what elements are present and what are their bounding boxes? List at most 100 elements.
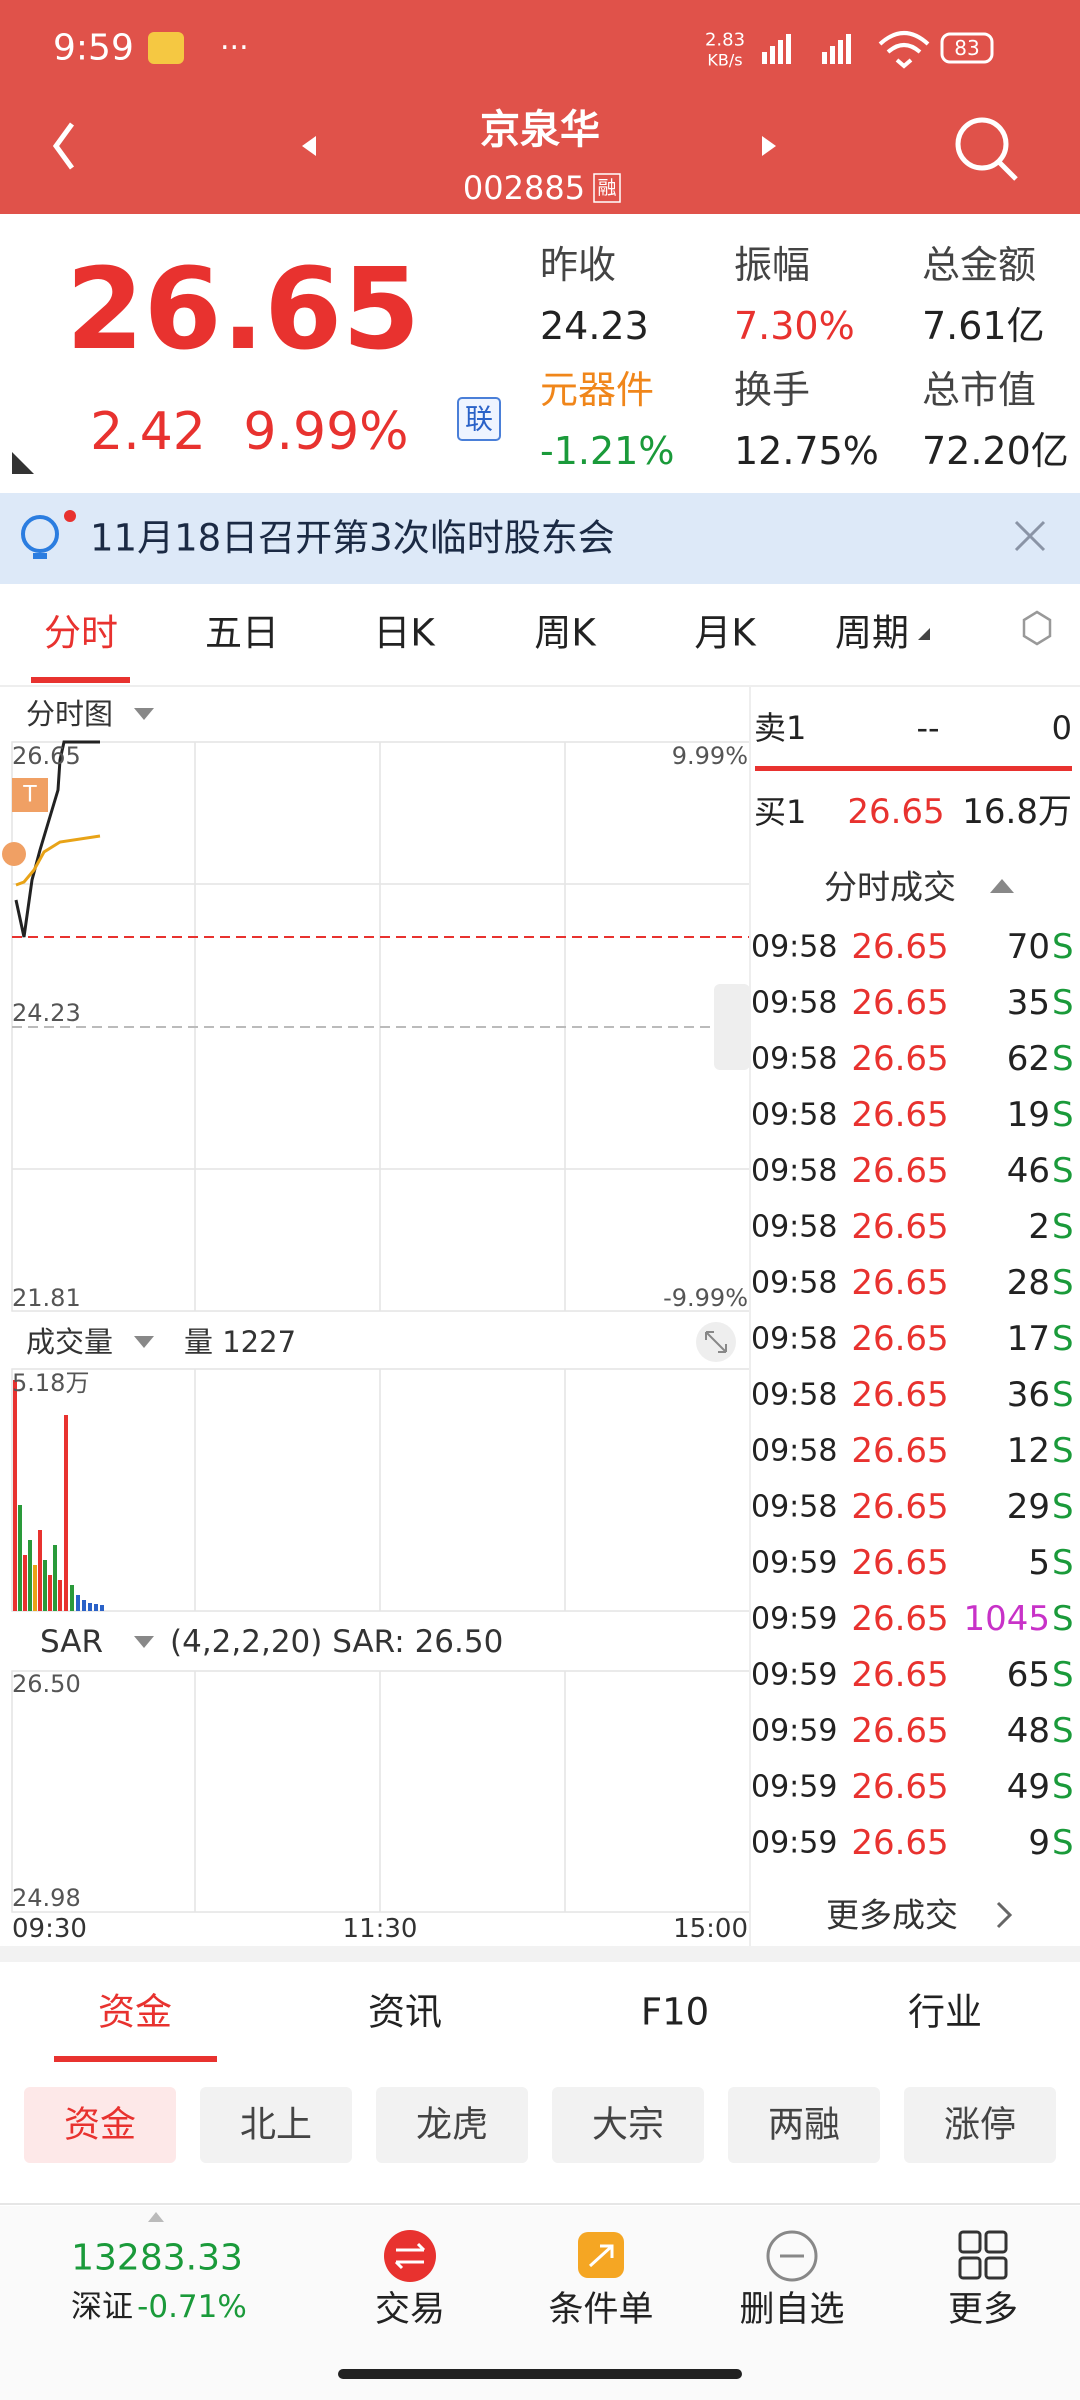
index-name: 深证 [71,2289,133,2325]
trade-volume: 65 [1007,1655,1050,1695]
chart-tab[interactable]: 分时 [44,612,118,655]
period-caret [918,628,930,640]
notice-bar[interactable] [0,493,1080,584]
section-tab[interactable]: F10 [641,1991,709,2034]
trade-volume: 12 [1007,1431,1050,1471]
indicator-high: 26.50 [12,1670,81,1698]
prev-stock[interactable] [302,136,316,156]
section-tab[interactable]: 资讯 [368,1991,442,2034]
sub-tab-bg[interactable] [904,2087,1056,2163]
trade-time: 09:58 [751,1098,837,1133]
search-button[interactable] [955,117,1009,171]
sub-tab[interactable]: 两融 [768,2105,840,2146]
sub-tab[interactable]: 北上 [240,2105,312,2146]
footer-action[interactable]: 删自选 [739,2290,844,2330]
sub-tab[interactable]: 涨停 [944,2105,1016,2146]
price-change-pct: 9.99% [243,402,408,462]
trade-volume: 19 [1007,1095,1050,1135]
price-change: 2.42 [90,402,206,462]
notice-text: 11月18日召开第3次临时股东会 [90,517,615,560]
trade-volume: 48 [1007,1711,1050,1751]
t-marker-text: T [22,783,37,808]
sub-tab[interactable]: 龙虎 [416,2105,488,2146]
stat-value: 24.23 [540,304,649,348]
index-change: -0.71% [137,2289,247,2325]
footer-action[interactable]: 条件单 [548,2290,653,2330]
trade-price: 26.65 [851,1319,948,1359]
volume-title[interactable]: 成交量 [26,1325,113,1359]
footer-action[interactable]: 更多 [948,2290,1018,2330]
trade-side: S [1052,1431,1074,1471]
dropdown [134,708,154,720]
trade-time: 09:58 [751,1154,837,1189]
trade-side: S [1052,1375,1074,1415]
settings-icon[interactable] [1022,610,1052,646]
corner-mark [12,452,34,474]
footer-caret [148,2212,164,2222]
buy-label: 买1 [754,793,806,831]
trade-side: S [1052,1711,1074,1751]
sub-tab[interactable]: 资金 [64,2105,136,2146]
sub-tab-bg[interactable] [376,2087,528,2163]
panel-handle[interactable] [714,984,750,1070]
expand-icon [705,1331,727,1353]
price-line [14,740,100,938]
margin-badge-box [593,173,621,203]
buy-price: 26.65 [847,792,944,832]
chart-tab[interactable]: 周期 [835,612,909,655]
link-badge: 联 [465,403,493,436]
current-dot [2,842,26,866]
stat-label: 总市值 [922,368,1036,412]
net-unit: KB/s [707,51,742,70]
home-indicator [338,2369,742,2379]
margin-badge: 融 [597,177,616,199]
sub-tab-bg[interactable] [728,2087,880,2163]
trade-side: S [1052,1543,1074,1583]
book-divider [755,766,1072,771]
chart-tab[interactable]: 五日 [205,612,279,655]
trade-volume: 5 [1028,1543,1050,1583]
chart-tab[interactable]: 周K [534,612,597,655]
indicator-low: 24.98 [12,1884,81,1912]
trade-side: S [1052,1599,1074,1639]
back-button[interactable] [52,122,75,170]
trade-volume: 35 [1007,983,1050,1023]
chart-tab[interactable]: 月K [694,612,757,655]
tab-underline [54,2056,217,2062]
trade-time: 09:58 [751,1490,837,1525]
trade-volume: 36 [1007,1375,1050,1415]
next-stock[interactable] [762,136,776,156]
index-value[interactable]: 13283.33 [71,2238,243,2279]
prev-close: 24.23 [12,999,81,1027]
more-trades[interactable]: 更多成交 [826,1896,958,1935]
section-tab[interactable]: 资金 [98,1991,172,2034]
footer-action[interactable]: 交易 [375,2290,445,2330]
sub-tab-bg[interactable] [552,2087,704,2163]
battery-icon [940,32,994,64]
sub-tab-bg[interactable] [200,2087,352,2163]
trade-time: 09:58 [751,1378,837,1413]
link-badge-box[interactable] [457,397,501,441]
indicator-name[interactable]: SAR [40,1624,103,1660]
stat-value: 72.20亿 [922,429,1069,473]
trade-price: 26.65 [851,1207,948,1247]
sub-tab-bg[interactable] [24,2087,176,2163]
sort-caret [990,879,1014,893]
dropdown [134,1336,154,1348]
trade-side: S [1052,1319,1074,1359]
trade-side: S [1052,1655,1074,1695]
chart-tab[interactable]: 日K [373,612,436,655]
section-tab[interactable]: 行业 [908,1991,982,2034]
chart-title[interactable]: 分时图 [26,697,113,731]
trade-time: 09:59 [751,1602,837,1637]
trade-icon-arrows [394,2242,426,2270]
sub-tab[interactable]: 大宗 [592,2105,664,2146]
notice-icon-base [33,553,47,559]
trade-side: S [1052,1767,1074,1807]
notice-close[interactable] [1014,520,1046,552]
tab-underline [31,677,130,683]
signal-icons [762,34,851,64]
stock-code: 002885 [463,169,585,207]
stat-value: -1.21% [540,429,674,473]
